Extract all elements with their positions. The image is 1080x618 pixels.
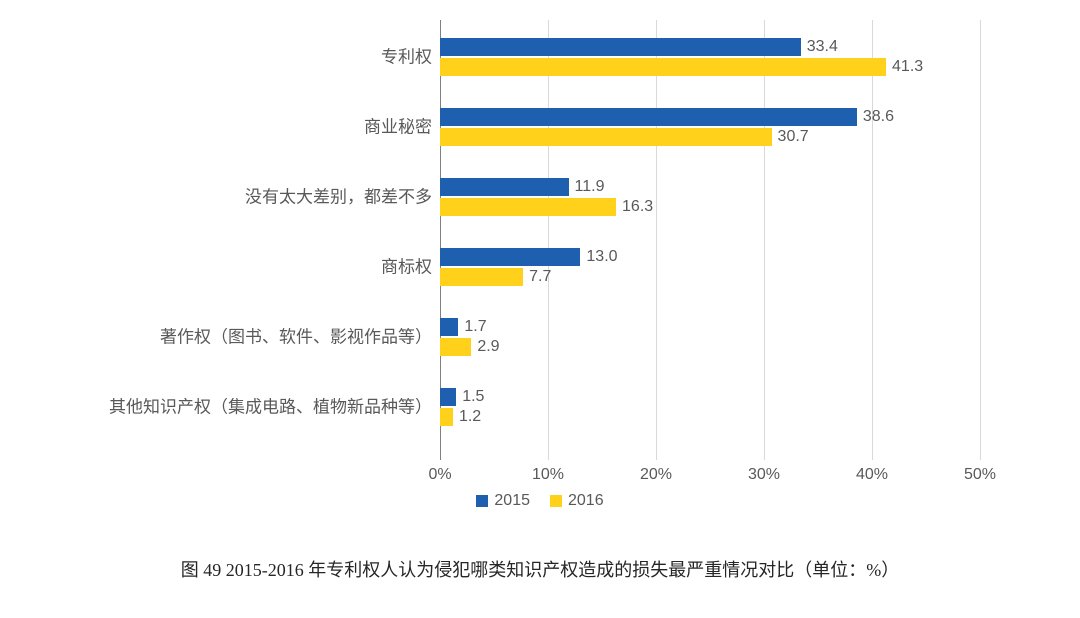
- grouped-bar-chart: 专利权33.441.3商业秘密38.630.7没有太大差别，都差不多11.916…: [20, 20, 1040, 490]
- bar-2015: 1.7: [440, 318, 458, 336]
- category-label: 商业秘密: [12, 116, 440, 137]
- value-label: 1.2: [453, 408, 481, 426]
- bar-2015: 13.0: [440, 248, 580, 266]
- x-tick-label: 40%: [856, 466, 888, 484]
- value-label: 38.6: [857, 108, 894, 126]
- value-label: 33.4: [801, 38, 838, 56]
- legend-swatch: [550, 495, 562, 507]
- bar-2015: 38.6: [440, 108, 857, 126]
- value-label: 11.9: [569, 178, 605, 196]
- bar-2016: 7.7: [440, 268, 523, 286]
- value-label: 41.3: [886, 58, 923, 76]
- x-tick-label: 0%: [428, 466, 451, 484]
- x-axis: 0%10%20%30%40%50%: [440, 462, 980, 490]
- value-label: 2.9: [471, 338, 499, 356]
- value-label: 13.0: [580, 248, 617, 266]
- category-label: 其他知识产权（集成电路、植物新品种等）: [12, 396, 440, 417]
- legend-label: 2016: [568, 492, 604, 510]
- category-row: 商业秘密38.630.7: [440, 108, 980, 146]
- value-label: 16.3: [616, 198, 653, 216]
- x-tick-label: 50%: [964, 466, 996, 484]
- category-row: 著作权（图书、软件、影视作品等）1.72.9: [440, 318, 980, 356]
- bar-2015: 33.4: [440, 38, 801, 56]
- category-label: 商标权: [12, 256, 440, 277]
- value-label: 30.7: [772, 128, 809, 146]
- x-tick-label: 10%: [532, 466, 564, 484]
- legend-swatch: [476, 495, 488, 507]
- bar-2016: 16.3: [440, 198, 616, 216]
- figure-caption: 图 49 2015-2016 年专利权人认为侵犯哪类知识产权造成的损失最严重情况…: [0, 556, 1080, 582]
- bar-2016: 2.9: [440, 338, 471, 356]
- plot-area: 专利权33.441.3商业秘密38.630.7没有太大差别，都差不多11.916…: [440, 20, 980, 460]
- x-tick-label: 30%: [748, 466, 780, 484]
- category-label: 专利权: [12, 46, 440, 67]
- bar-2016: 30.7: [440, 128, 772, 146]
- category-row: 专利权33.441.3: [440, 38, 980, 76]
- category-row: 没有太大差别，都差不多11.916.3: [440, 178, 980, 216]
- value-label: 1.7: [458, 318, 486, 336]
- legend-item: 2015: [476, 492, 530, 510]
- category-label: 著作权（图书、软件、影视作品等）: [12, 326, 440, 347]
- category-row: 其他知识产权（集成电路、植物新品种等）1.51.2: [440, 388, 980, 426]
- value-label: 7.7: [523, 268, 551, 286]
- value-label: 1.5: [456, 388, 484, 406]
- legend-label: 2015: [494, 492, 530, 510]
- gridline: [980, 20, 981, 460]
- bar-2016: 1.2: [440, 408, 453, 426]
- bar-2015: 11.9: [440, 178, 569, 196]
- chart-container: 专利权33.441.3商业秘密38.630.7没有太大差别，都差不多11.916…: [0, 0, 1080, 618]
- category-label: 没有太大差别，都差不多: [12, 186, 440, 207]
- legend: 2015 2016: [0, 492, 1080, 512]
- x-tick-label: 20%: [640, 466, 672, 484]
- legend-item: 2016: [550, 492, 604, 510]
- bar-2016: 41.3: [440, 58, 886, 76]
- bar-2015: 1.5: [440, 388, 456, 406]
- category-row: 商标权13.07.7: [440, 248, 980, 286]
